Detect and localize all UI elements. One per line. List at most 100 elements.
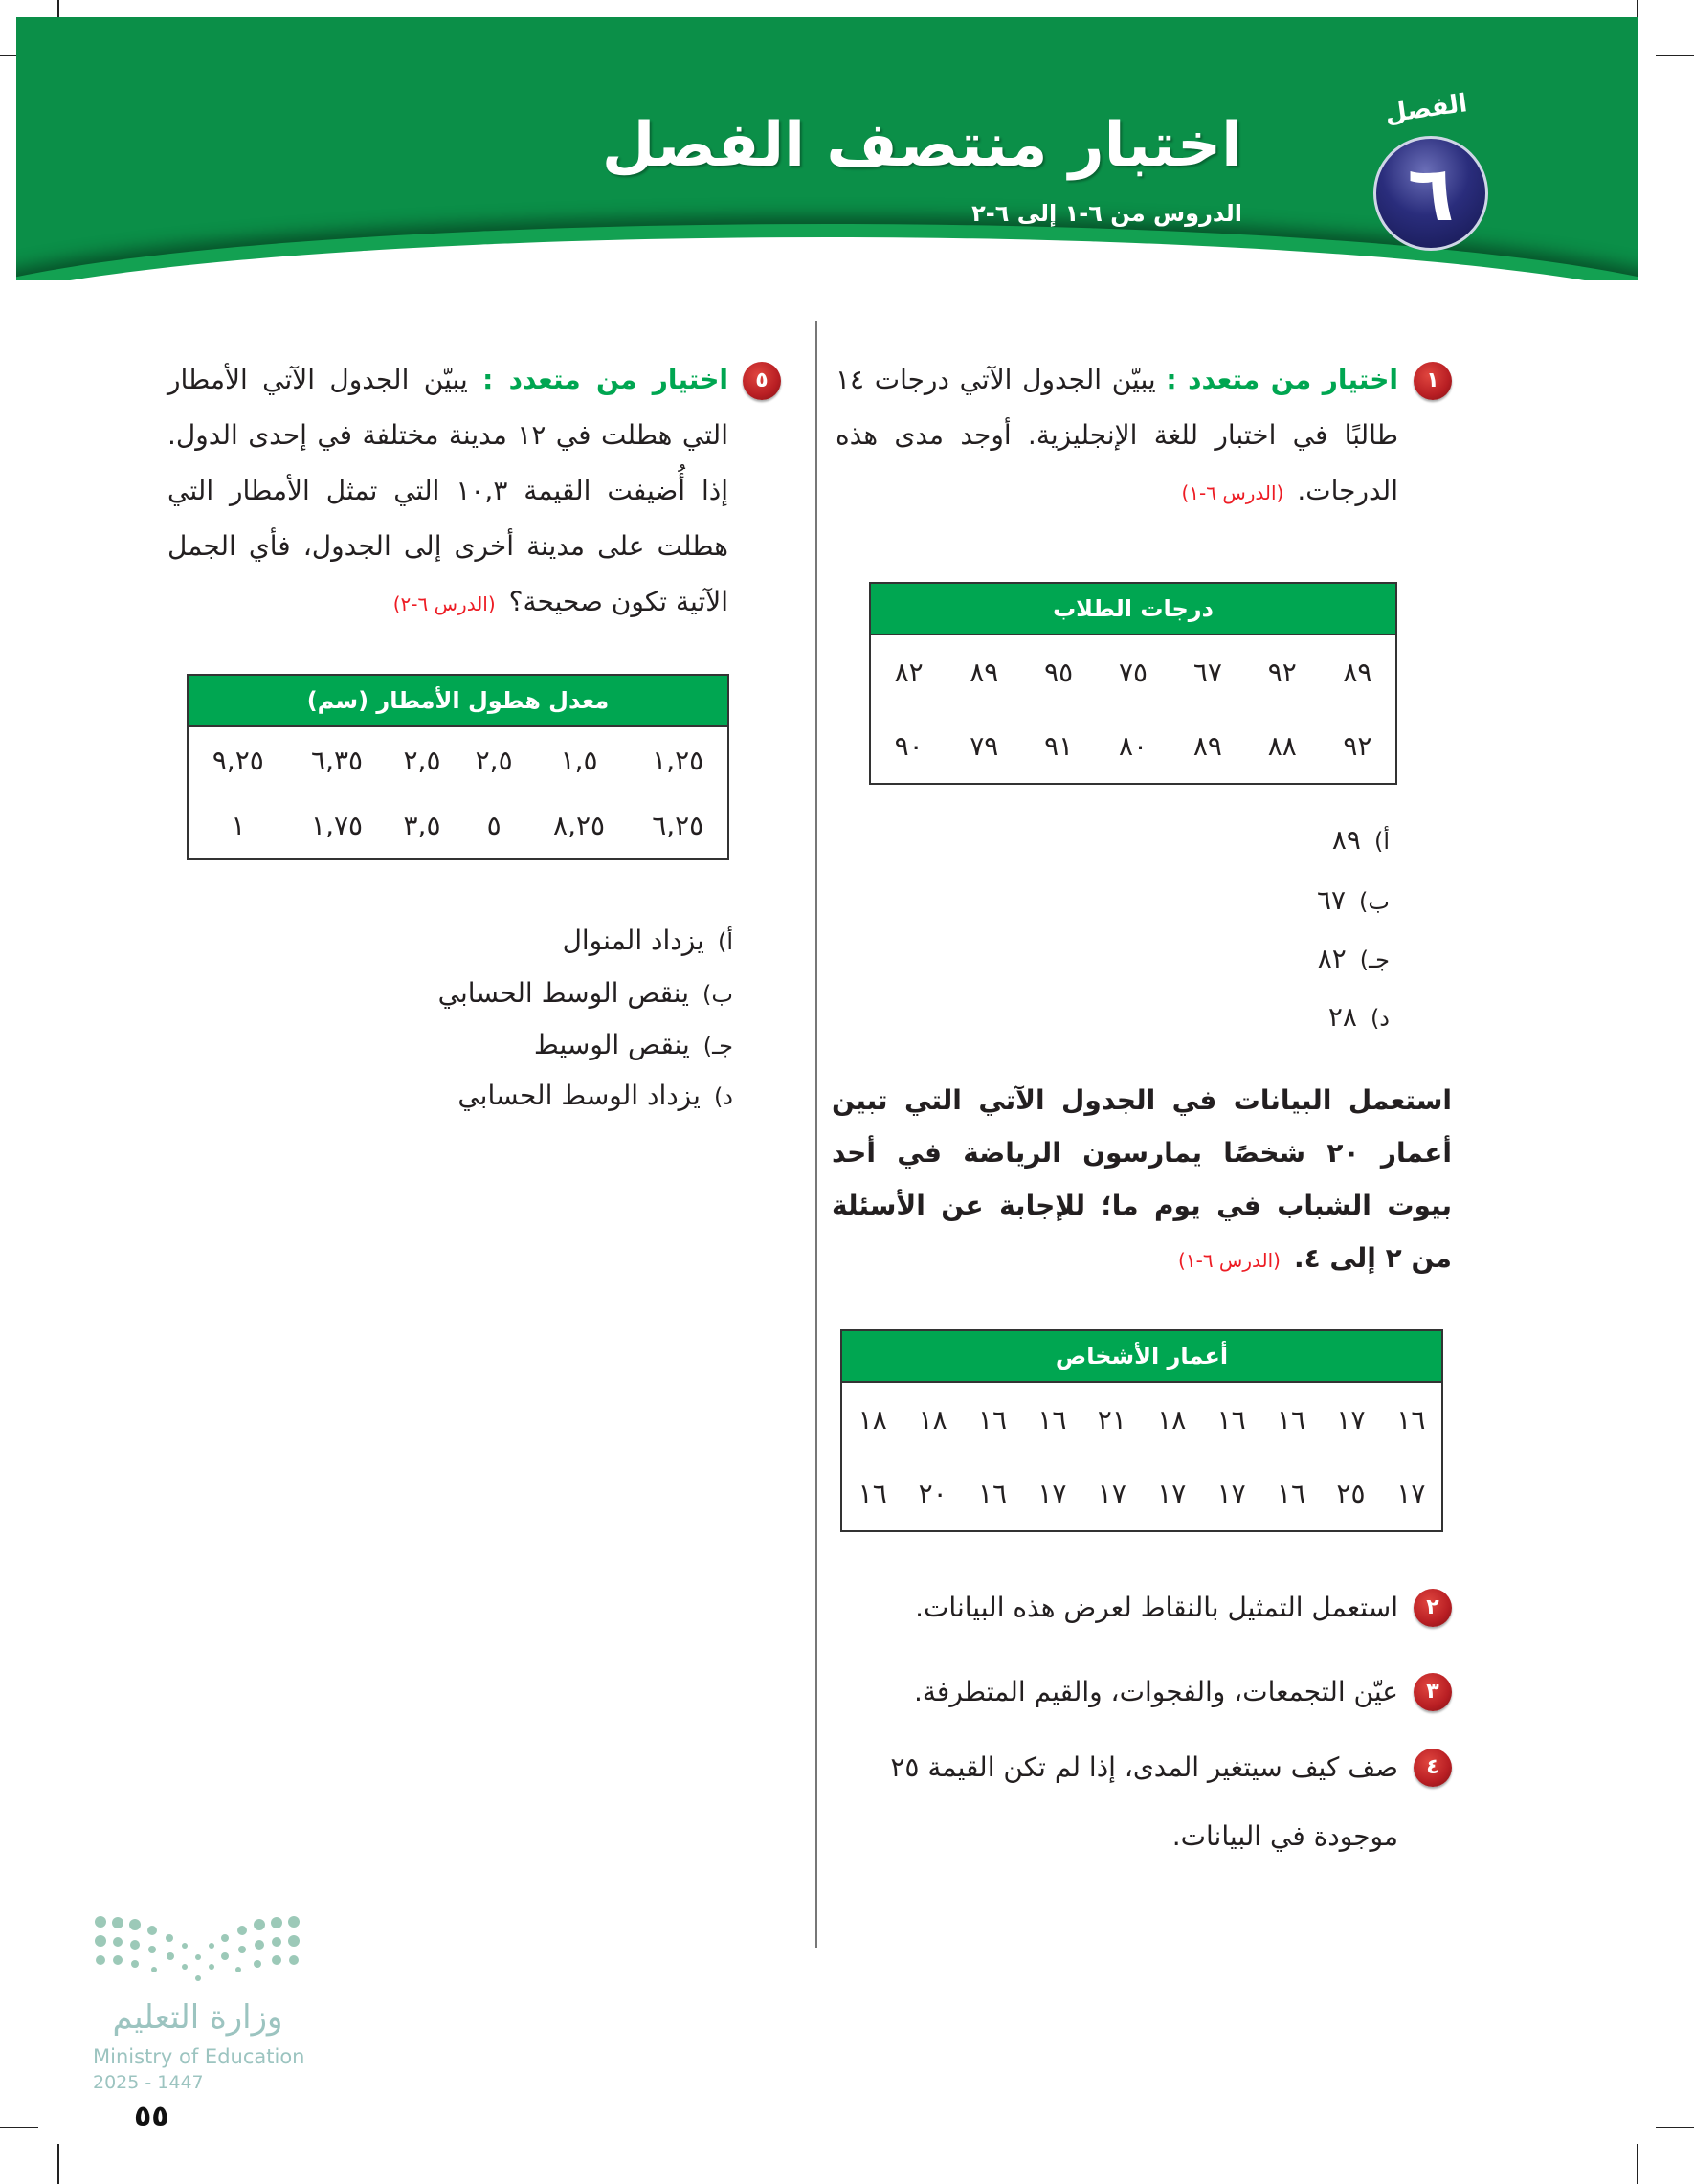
table-cell: ١: [231, 810, 246, 842]
table-row: ١٦ ١٧ ١٦ ١٦ ١٨ ٢١ ١٦ ١٦ ١٨ ١٨: [841, 1382, 1442, 1457]
table-cell: ٢,٥: [475, 744, 513, 776]
table-cell: ٨٢: [894, 657, 924, 688]
table-cell: ١,٧٥: [311, 810, 364, 842]
option-letter: جـ): [1359, 947, 1390, 973]
question-4: ٤ صف كيف سيتغير المدى، إذا لم تكن القيمة…: [836, 1733, 1452, 1871]
banner-curve: [16, 237, 1638, 280]
question-number: ١: [1426, 368, 1439, 392]
table-cell: ١٦: [977, 1478, 1008, 1509]
page-title: اختبار منتصف الفصل: [601, 110, 1242, 181]
question-2: ٢ استعمل التمثيل بالنقاط لعرض هذه البيان…: [836, 1580, 1452, 1636]
table-cell: ٧٥: [1118, 657, 1148, 688]
table-header: أعمار الأشخاص: [841, 1330, 1442, 1383]
table-row: ٩٢ ٨٨ ٨٩ ٨٠ ٩١ ٧٩ ٩٠: [870, 709, 1396, 784]
table-cell: ١٧: [1037, 1478, 1067, 1509]
question-number-badge: ٤: [1414, 1749, 1452, 1787]
option-letter: جـ): [702, 1033, 733, 1059]
table-header: درجات الطلاب: [870, 583, 1396, 635]
option-letter: ب): [1359, 888, 1390, 915]
table-cell: ١٦: [1216, 1404, 1246, 1436]
option-c[interactable]: جـ) ينقص الوسيط: [167, 1026, 733, 1065]
question-text: صف كيف سيتغير المدى، إذا لم تكن القيمة ٢…: [890, 1751, 1398, 1852]
question-type-label: اختيار من متعدد :: [482, 364, 728, 395]
question-number-badge: ٢: [1414, 1589, 1452, 1627]
option-text: ٦٧: [1316, 884, 1347, 916]
question-3: ٣ عيّن التجمعات، والفجوات، والقيم المتطر…: [836, 1664, 1452, 1720]
question-text: استعمل التمثيل بالنقاط لعرض هذه البيانات…: [915, 1592, 1398, 1623]
question-number: ٢: [1426, 1595, 1439, 1619]
table-cell: ١٨: [858, 1404, 887, 1436]
table-cell: ٢١: [1097, 1404, 1126, 1436]
question-1: ١ اختيار من متعدد : يبيّن الجدول الآتي د…: [836, 352, 1452, 544]
table-cell: ٦,٢٥: [652, 810, 704, 842]
option-letter: د): [1370, 1005, 1390, 1032]
option-a[interactable]: أ) يزداد المنوال: [167, 922, 733, 961]
question-text: يبيّن الجدول الآتي درجات ١٤ طالبًا في اخ…: [836, 364, 1398, 506]
table-cell: ٢,٥: [403, 744, 441, 776]
option-text: ينقص الوسط الحسابي: [437, 977, 690, 1009]
option-text: ينقص الوسيط: [533, 1029, 690, 1060]
question-5: ٥ اختيار من متعدد : يبيّن الجدول الآتي ا…: [167, 352, 781, 632]
table-cell: ١٨: [1157, 1404, 1187, 1436]
option-b[interactable]: ب) ينقص الوسط الحسابي: [167, 974, 733, 1014]
table-cell: ٦٧: [1192, 657, 1222, 688]
data-set-instructions: استعمل البيانات في الجدول الآتي التي تبي…: [832, 1074, 1452, 1287]
option-text: يزداد المنوال: [562, 925, 704, 956]
option-letter: أ): [1373, 828, 1390, 855]
option-a[interactable]: أ) ٨٩: [836, 821, 1390, 860]
table-cell: ٧٩: [970, 730, 999, 762]
table-cell: ٣,٥: [403, 810, 441, 842]
question-number-badge: ١: [1414, 362, 1452, 400]
table-cell: ١٦: [1037, 1404, 1067, 1436]
table-cell: ٩٢: [1343, 730, 1372, 762]
question-number: ٥: [755, 368, 769, 392]
table-cell: ٦,٣٥: [311, 744, 364, 776]
table-cell: ١٧: [1336, 1404, 1366, 1436]
option-d[interactable]: د) يزداد الوسط الحسابي: [167, 1077, 733, 1116]
crop-mark: [57, 2144, 59, 2184]
question-number-badge: ٥: [743, 362, 781, 400]
table-cell: ٨٠: [1118, 730, 1148, 762]
crop-mark: [1656, 55, 1694, 56]
edition-year: 2025 - 1447: [93, 2072, 204, 2093]
table-cell: ١٦: [1277, 1404, 1306, 1436]
table-cell: ٨٩: [1343, 657, 1372, 688]
q1-options: أ) ٨٩ ب) ٦٧ جـ) ٨٢ د) ٢٨: [836, 821, 1452, 1037]
option-letter: أ): [717, 928, 733, 955]
table-cell: ١٧: [1157, 1478, 1187, 1509]
table-row: ٨٩ ٩٢ ٦٧ ٧٥ ٩٥ ٨٩ ٨٢: [870, 635, 1396, 709]
table-row: ١,٢٥ ١,٥ ٢,٥ ٢,٥ ٦,٣٥ ٩,٢٥: [188, 726, 728, 793]
table-cell: ٨٨: [1267, 730, 1297, 762]
ministry-logo-english: Ministry of Education: [93, 2045, 305, 2068]
rainfall-table: معدل هطول الأمطار (سم) ١,٢٥ ١,٥ ٢,٥ ٢,٥ ٦,٣٥…: [187, 674, 729, 860]
option-d[interactable]: د) ٢٨: [836, 998, 1390, 1037]
table-cell: ٥: [486, 810, 502, 842]
table-cell: ٩١: [1044, 730, 1074, 762]
chapter-number: ٦: [1407, 148, 1455, 238]
table-cell: ١٧: [1396, 1478, 1426, 1509]
table-cell: ١٦: [1396, 1404, 1426, 1436]
option-b[interactable]: ب) ٦٧: [836, 881, 1390, 921]
table-cell: ٨٩: [1192, 730, 1222, 762]
option-letter: د): [713, 1083, 733, 1110]
chapter-number-badge: ٦: [1373, 136, 1488, 251]
chapter-label: الفصل: [1383, 89, 1469, 129]
ages-table: أعمار الأشخاص ١٦ ١٧ ١٦ ١٦ ١٨ ٢١ ١٦ ١٦ ١٨ ١٨ ١٧ ٢٥ ١…: [840, 1329, 1443, 1532]
table-cell: ١٨: [918, 1404, 947, 1436]
chapter-header-banner: اختبار منتصف الفصل الدروس من ٦-١ إلى ٦-٢…: [16, 17, 1638, 280]
student-grades-table: درجات الطلاب ٨٩ ٩٢ ٦٧ ٧٥ ٩٥ ٨٩ ٨٢ ٩٢ ٨٨ ٨٩ ٨٠ ٩١ ٧٩…: [869, 582, 1397, 785]
option-c[interactable]: جـ) ٨٢: [836, 940, 1390, 979]
left-column: ٥ اختيار من متعدد : يبيّن الجدول الآتي ا…: [167, 352, 781, 1116]
instructions-text: استعمل البيانات في الجدول الآتي التي تبي…: [832, 1084, 1452, 1274]
table-cell: ١٧: [1216, 1478, 1246, 1509]
table-cell: ١٦: [858, 1478, 887, 1509]
question-number: ٤: [1426, 1755, 1439, 1779]
table-cell: ٩٥: [1044, 657, 1074, 688]
table-cell: ٩,٢٥: [212, 744, 264, 776]
q5-options: أ) يزداد المنوال ب) ينقص الوسط الحسابي جـ)…: [167, 922, 781, 1116]
crop-mark: [1637, 2144, 1638, 2184]
right-column: ١ اختيار من متعدد : يبيّن الجدول الآتي د…: [832, 352, 1452, 1871]
table-cell: ٨,٢٥: [553, 810, 606, 842]
table-cell: ٩٠: [894, 730, 924, 762]
crop-mark: [0, 2127, 38, 2128]
